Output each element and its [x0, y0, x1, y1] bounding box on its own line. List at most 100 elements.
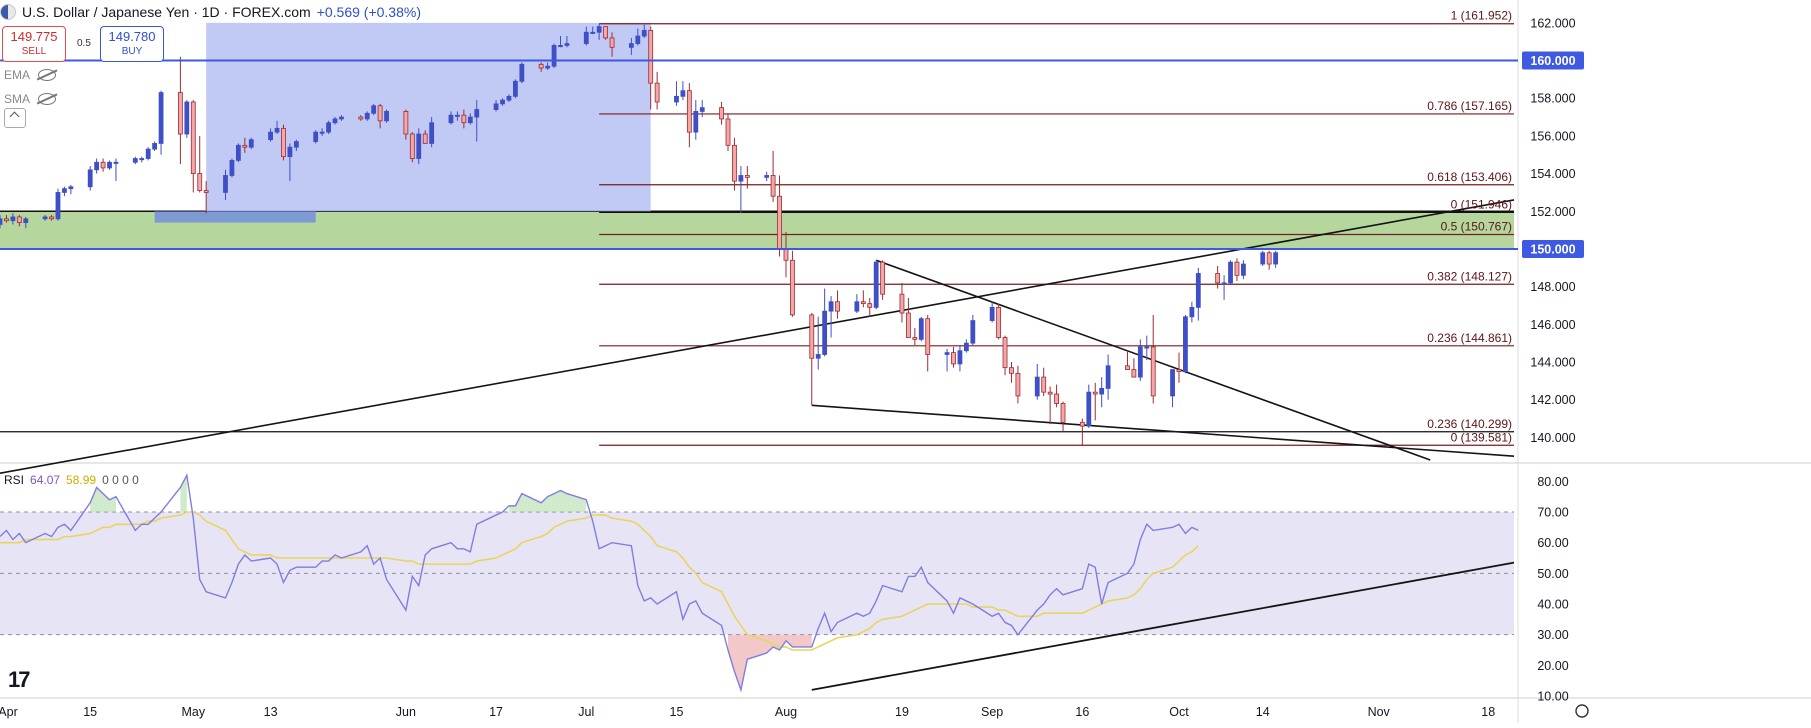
candle-body: [1273, 252, 1279, 265]
candle: [957, 345, 963, 372]
candle: [1137, 339, 1143, 381]
candle-body: [538, 63, 544, 69]
candle: [145, 147, 151, 161]
candle-body: [23, 218, 29, 223]
buy-button[interactable]: 149.780 BUY: [100, 26, 164, 62]
candle: [925, 314, 931, 372]
candle-body: [551, 45, 557, 67]
rsi-tick-label: 10.00: [1537, 690, 1568, 704]
candle-body: [963, 342, 969, 352]
candle: [177, 56, 183, 165]
eye-hidden-icon[interactable]: [38, 93, 57, 105]
candle: [551, 43, 557, 69]
price-axis: 162.000 160.000 158.000 156.000 154.000 152.0…: [1522, 16, 1584, 445]
time-tick-label: Sep: [981, 705, 1003, 719]
price-tick-label: 144.000: [1530, 356, 1575, 370]
candle-body: [203, 190, 209, 193]
indicator-sma[interactable]: SMA: [4, 92, 57, 106]
candle-body: [1234, 261, 1240, 276]
eye-hidden-icon[interactable]: [38, 69, 57, 81]
candle: [545, 62, 551, 70]
candle-body: [1015, 372, 1021, 397]
candle-body: [326, 122, 331, 133]
candle-body: [371, 105, 377, 114]
candle-body: [996, 306, 1001, 338]
candle: [500, 98, 505, 106]
candle-body: [377, 105, 383, 122]
candle: [519, 62, 525, 84]
candle-body: [461, 114, 467, 124]
price-tick-label: 146.000: [1530, 318, 1575, 332]
candle-body: [403, 111, 409, 135]
rsi-band: [0, 512, 1514, 635]
candle: [42, 215, 48, 221]
tradingview-logo[interactable]: 17: [8, 667, 31, 692]
candle-body: [177, 92, 183, 135]
candle: [912, 328, 918, 346]
candle-body: [609, 37, 615, 48]
candle-body: [1054, 393, 1059, 404]
candle: [583, 26, 589, 46]
candle-body: [248, 139, 254, 148]
candle-body: [1221, 282, 1227, 285]
candle: [1266, 250, 1272, 270]
candle-body: [1215, 273, 1221, 284]
fib-level-label: 0.5 (150.767): [1441, 220, 1512, 234]
candle-body: [1009, 367, 1014, 374]
candle-body: [319, 131, 325, 134]
price-tick-label: 160.000: [1530, 54, 1575, 68]
indicator-ema[interactable]: EMA: [4, 68, 57, 82]
candle-body: [132, 158, 138, 163]
price-tick-label: 142.000: [1530, 393, 1575, 407]
candle-body: [815, 354, 821, 359]
candle: [448, 111, 454, 125]
candle: [732, 137, 737, 191]
candle: [203, 181, 209, 214]
time-tick-label: May: [181, 705, 205, 719]
candle-body: [1241, 263, 1246, 276]
rsi-oversold-fill: [728, 634, 812, 690]
candle: [764, 171, 770, 182]
candle-body: [268, 131, 273, 141]
candle: [377, 103, 383, 129]
candle-body: [55, 192, 61, 220]
collapse-legend-button[interactable]: [4, 108, 26, 128]
candle: [738, 166, 744, 214]
candle-body: [783, 248, 789, 261]
candle: [184, 100, 190, 138]
time-tick-label: 14: [1256, 705, 1270, 719]
candle: [564, 36, 570, 48]
candle-body: [1170, 369, 1175, 397]
candle-body: [235, 144, 241, 161]
candle: [248, 137, 254, 150]
buy-price: 149.780: [108, 29, 156, 44]
candle: [268, 128, 273, 142]
candle: [416, 128, 422, 165]
candle-body: [899, 293, 905, 314]
candle: [1047, 386, 1053, 425]
candle: [1092, 382, 1098, 421]
candle: [4, 215, 9, 223]
candle: [455, 111, 460, 121]
candle: [944, 348, 950, 372]
fibonacci-labels: 1 (161.952) 0.786 (157.165) 0.618 (153.406…: [1427, 9, 1512, 445]
candle: [461, 109, 467, 129]
candle-body: [1131, 369, 1137, 378]
candle-body: [1137, 346, 1143, 378]
candle: [686, 83, 692, 148]
candle: [680, 81, 686, 101]
symbol-title[interactable]: U.S. Dollar / Japanese Yen · 1D · FOREX.…: [22, 4, 311, 20]
candle-body: [1260, 252, 1266, 265]
rsi-ma-value: 58.99: [66, 473, 97, 487]
rsi-name[interactable]: RSI: [4, 473, 25, 487]
candle: [364, 111, 370, 121]
candle: [699, 100, 705, 118]
candle-body: [94, 161, 100, 171]
candle: [1034, 363, 1040, 400]
candle-body: [628, 43, 634, 48]
sell-button[interactable]: 149.775 SELL: [2, 26, 66, 62]
candle-body: [738, 175, 744, 182]
candle-body: [0, 218, 3, 225]
